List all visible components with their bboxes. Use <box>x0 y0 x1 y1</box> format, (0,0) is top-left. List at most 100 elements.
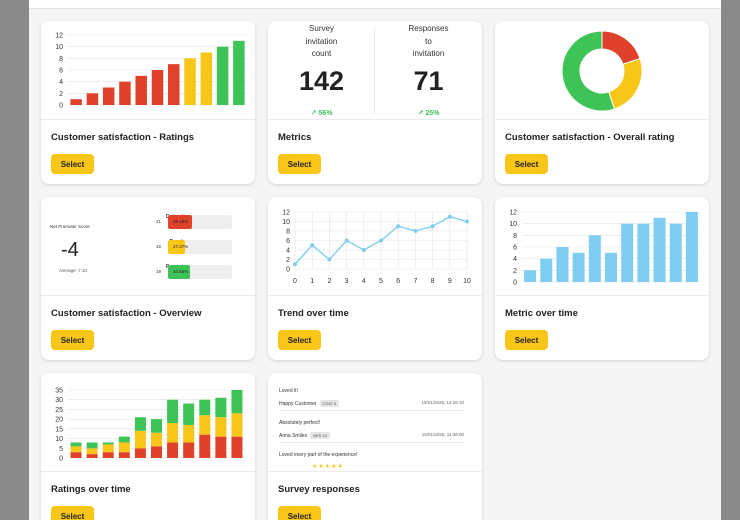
card-preview <box>495 21 709 120</box>
x-tick-label: 9 <box>448 278 452 285</box>
y-tick-label: 15 <box>55 426 63 433</box>
stacked-bar-segment <box>102 444 114 453</box>
trend-point <box>413 229 418 233</box>
y-tick-label: 10 <box>282 219 290 226</box>
x-tick-label: 8 <box>431 278 435 285</box>
metric-bar-chart: 0 2 4 6 8 10 12 <box>509 210 700 287</box>
x-tick-label: 7 <box>413 278 417 285</box>
ratings-stacked-bar-chart: 0 5 10 15 20 25 30 35 <box>55 388 245 463</box>
card-trend[interactable]: 0 2 4 6 8 10 12 0 1 2 3 4 5 6 7 8 9 10 Trend over time Se… <box>268 197 482 360</box>
trend-point <box>344 238 349 243</box>
nps-group-bar: 34.55% <box>168 265 232 279</box>
response-message: Loved it! <box>279 388 298 394</box>
y-tick-label: 12 <box>509 210 517 217</box>
x-tick-label: 0 <box>293 278 297 285</box>
card-preview: Net Promoter Score -4 Average: 7.10 Detr… <box>41 197 255 296</box>
select-button[interactable]: Select <box>505 330 548 350</box>
card-survey-responses[interactable]: Loved it! Happy Customer CSAT 5 15/01/2025,… <box>268 373 482 520</box>
nps-group-count: 21 <box>156 219 162 224</box>
stacked-bar-segment <box>134 417 146 431</box>
stacked-bar-segment <box>199 415 211 435</box>
chart-bar <box>135 75 147 105</box>
chart-bar <box>637 223 650 282</box>
nps-label: Net Promoter Score <box>50 224 90 229</box>
donut-slice <box>608 58 643 110</box>
metric-value: 142 <box>298 66 345 96</box>
stacked-bar-segment <box>231 436 243 458</box>
nps-average: Average: 7.10 <box>59 268 87 273</box>
y-tick-label: 0 <box>59 103 63 110</box>
response-author: Happy Customer CSAT 5 <box>279 400 340 407</box>
stacked-bar-segment <box>86 448 98 455</box>
card-overall-rating[interactable]: Customer satisfaction - Overall rating S… <box>495 21 709 184</box>
chart-bar <box>200 52 213 105</box>
nps-group-percent: 34.55% <box>173 269 189 274</box>
stacked-bar-segment <box>70 442 82 447</box>
chart-bar <box>102 87 115 105</box>
stacked-bar-segment <box>231 390 243 414</box>
select-button[interactable]: Select <box>51 154 94 174</box>
nps-group-bar: 38.18% <box>168 215 232 229</box>
chart-bar <box>524 270 537 282</box>
y-tick-label: 25 <box>55 407 63 414</box>
y-tick-label: 30 <box>55 397 63 404</box>
chart-bar <box>151 70 164 105</box>
response-time: 15/01/2025, 11:38:00 <box>421 432 464 437</box>
x-tick-label: 3 <box>345 278 349 285</box>
y-tick-label: 0 <box>59 456 63 463</box>
select-button[interactable]: Select <box>278 330 321 350</box>
stacked-bar-segment <box>151 432 162 447</box>
y-tick-label: 4 <box>513 256 517 263</box>
chart-bar <box>86 93 99 105</box>
card-metrics[interactable]: Survey invitation count 142 ↗ 56% Respon… <box>268 21 482 184</box>
select-button[interactable]: Select <box>278 154 321 174</box>
y-tick-label: 2 <box>513 268 517 275</box>
trend-up-icon: ↗ <box>417 110 424 117</box>
y-tick-label: 5 <box>59 446 63 453</box>
chart-bar <box>540 258 553 282</box>
card-title: Customer satisfaction - Overview <box>51 308 202 319</box>
stacked-bar-segment <box>118 436 130 443</box>
trend-point <box>361 248 366 252</box>
response-author: Anna Smiles NPS 10 <box>279 432 330 439</box>
select-button[interactable]: Select <box>51 330 94 350</box>
card-ratings-over-time[interactable]: 0 5 10 15 20 25 30 35 Ratings over time Select <box>41 373 255 520</box>
y-tick-label: 35 <box>55 388 63 395</box>
select-button[interactable]: Select <box>51 506 94 520</box>
card-title: Trend over time <box>278 308 349 319</box>
select-button[interactable]: Select <box>278 506 321 520</box>
stacked-bar-segment <box>199 434 211 458</box>
nps-group-percent: 38.18% <box>173 219 189 224</box>
metric-divider <box>374 29 375 113</box>
card-title: Metrics <box>278 132 312 143</box>
trend-point <box>465 219 469 224</box>
y-tick-label: 0 <box>286 267 290 274</box>
trend-point <box>327 257 332 262</box>
nps-group-percent: 27.27% <box>173 244 189 249</box>
card-ratings[interactable]: 0 2 4 6 8 10 12 Customer satisfaction - Rating… <box>41 21 255 184</box>
stacked-bar-segment <box>118 442 130 453</box>
y-tick-label: 20 <box>55 417 63 424</box>
card-title: Metric over time <box>505 308 578 319</box>
card-title: Customer satisfaction - Ratings <box>51 132 195 143</box>
metric-label: Responses to invitation <box>408 24 449 58</box>
card-title: Ratings over time <box>51 484 131 495</box>
card-preview: 0 5 10 15 20 25 30 35 <box>41 373 255 472</box>
card-title: Survey responses <box>278 484 360 495</box>
chart-bar <box>556 247 569 282</box>
y-tick-label: 10 <box>55 44 63 51</box>
y-tick-label: 4 <box>286 248 290 255</box>
card-preview: 0 2 4 6 8 10 12 0 1 2 3 4 5 6 7 8 9 10 <box>268 197 482 296</box>
stacked-bar-segment <box>102 442 114 445</box>
select-button[interactable]: Select <box>505 154 548 174</box>
card-metric-over-time[interactable]: 0 2 4 6 8 10 12 Metric over time Select <box>495 197 709 360</box>
ratings-bar-chart: 0 2 4 6 8 10 12 <box>55 33 247 110</box>
stacked-bar-segment <box>86 454 98 458</box>
stacked-bar-segment <box>183 442 195 458</box>
metric-trend: ↗ 56% <box>310 110 333 117</box>
response-tag: NPS 10 <box>310 432 330 439</box>
card-preview: 0 2 4 6 8 10 12 <box>495 197 709 296</box>
response-message: Loved every part of the experience! <box>279 452 358 458</box>
card-overview[interactable]: Net Promoter Score -4 Average: 7.10 Detr… <box>41 197 255 360</box>
stacked-bar-segment <box>183 403 195 425</box>
